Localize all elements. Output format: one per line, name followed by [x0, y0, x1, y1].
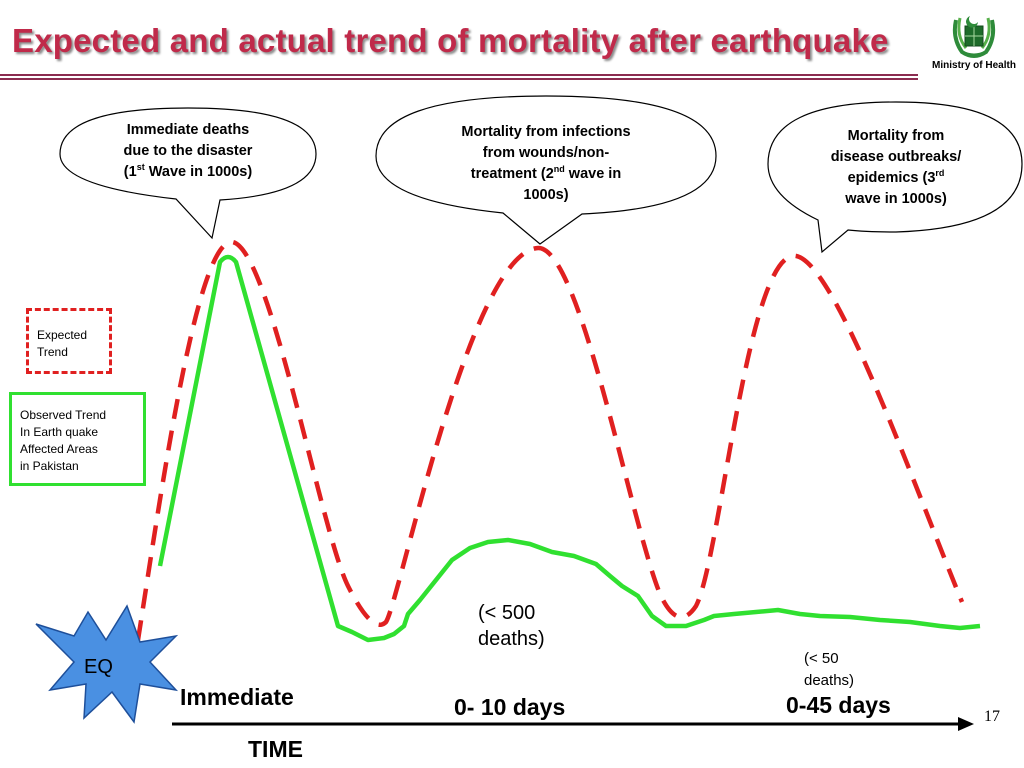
legend-expected-line: Expected: [37, 328, 88, 342]
legend-observed-line: Affected Areas: [20, 442, 98, 456]
page-number: 17: [984, 708, 1000, 725]
bubble-second-line: Mortality from infections: [461, 124, 631, 140]
time-10-days-label: 0- 10 days: [454, 694, 566, 720]
note-wave2-deaths: (< 500 deaths): [478, 600, 545, 652]
note-line: deaths): [804, 672, 855, 689]
note-line: (< 500: [478, 602, 536, 624]
bubble-first-line: due to the disaster: [123, 143, 253, 159]
legend-observed-line: In Earth quake: [20, 425, 99, 439]
time-axis-label: TIME: [248, 736, 303, 762]
title-underline: [0, 74, 918, 80]
note-line: (< 50: [804, 650, 839, 667]
legend-expected: Expected Trend: [26, 308, 112, 374]
time-45-days-label: 0-45 days: [786, 692, 891, 718]
bubble-second-line: 1000s): [523, 187, 569, 203]
eq-burst-icon: [35, 604, 179, 724]
bubble-second-line: treatment (2nd wave in: [470, 164, 622, 182]
note-wave3-deaths: (< 50 deaths): [804, 648, 854, 692]
legend-observed: Observed Trend In Earth quake Affected A…: [9, 392, 146, 486]
observed-trend-line: [157, 254, 981, 643]
note-line: deaths): [478, 628, 545, 650]
bubble-third-line: epidemics (3rd: [847, 168, 945, 186]
bubble-third-line: disease outbreaks/: [830, 149, 962, 165]
eq-label: EQ: [84, 656, 113, 678]
bubble-second-text: Mortality from infections from wounds/no…: [426, 122, 666, 206]
bubble-first-wave: [59, 107, 317, 240]
bubble-second-line: from wounds/non-: [482, 145, 610, 161]
expected-trend-line: [135, 239, 965, 641]
bubble-third-line: wave in 1000s): [845, 191, 947, 207]
bubble-first-line: (1st Wave in 1000s): [123, 162, 253, 180]
legend-observed-line: Observed Trend: [20, 408, 107, 422]
time-axis-arrowhead-icon: [958, 717, 974, 731]
time-immediate-label: Immediate: [180, 684, 294, 710]
ministry-crest-icon: [952, 16, 996, 58]
legend-observed-line: in Pakistan: [20, 459, 79, 473]
legend-expected-line: Trend: [37, 345, 68, 359]
bubble-first-line: Immediate deaths: [126, 122, 250, 138]
bubble-second-wave: [375, 95, 717, 245]
bubble-third-line: Mortality from: [847, 128, 945, 144]
bubble-third-wave: [767, 101, 1023, 254]
bubble-third-text: Mortality from disease outbreaks/ epidem…: [806, 126, 986, 210]
bubble-first-text: Immediate deaths due to the disaster (1s…: [86, 120, 290, 183]
page-title: Expected and actual trend of mortality a…: [12, 22, 889, 59]
ministry-label: Ministry of Health: [932, 60, 1016, 71]
